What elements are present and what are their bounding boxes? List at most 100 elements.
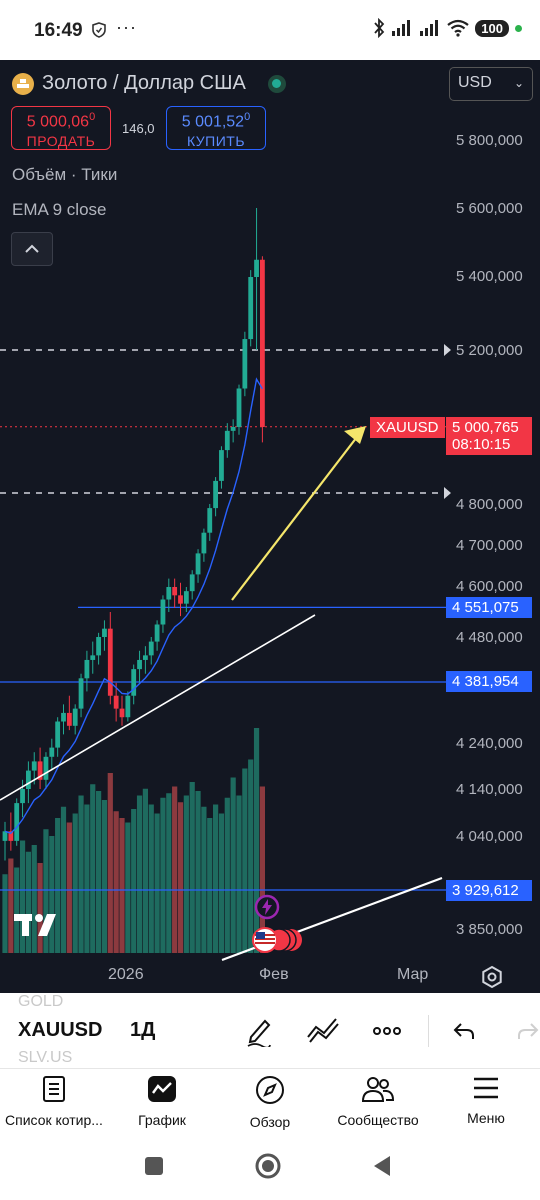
candle-body <box>154 624 160 642</box>
back-button[interactable] <box>372 1154 392 1178</box>
volume-bar <box>201 806 207 953</box>
candle-body <box>102 628 107 637</box>
gold-coin-icon <box>12 72 34 95</box>
symbol-list-next[interactable]: SLV.US <box>18 1049 73 1066</box>
watchlist-icon <box>43 1076 65 1102</box>
us-flag-events-icon[interactable] <box>251 926 307 954</box>
more-options-icon[interactable] <box>372 1015 402 1047</box>
volume-bar <box>259 786 265 953</box>
candle-body <box>113 695 119 709</box>
volume-bar <box>248 759 254 953</box>
market-open-icon <box>267 74 286 93</box>
candle-body <box>84 659 90 679</box>
buy-button[interactable]: 5 001,520 КУПИТЬ <box>166 106 266 150</box>
toolbar-divider <box>428 1015 429 1047</box>
chart-canvas[interactable] <box>0 60 540 993</box>
time-tick: Мар <box>397 966 429 983</box>
nav-watchlist[interactable]: Список котир... <box>0 1075 108 1128</box>
price-tick: 4 240,000 <box>456 735 523 752</box>
candle-body <box>230 427 236 431</box>
volume-bar <box>131 809 137 953</box>
battery-indicator: 100 <box>475 19 509 37</box>
redo-icon[interactable] <box>516 1015 540 1047</box>
shield-icon <box>92 22 106 38</box>
timeframe-selector[interactable]: 1Д <box>130 1019 156 1041</box>
lightning-event-icon[interactable] <box>254 894 280 920</box>
collapse-legend-button[interactable] <box>11 232 53 266</box>
chart-icon <box>148 1076 176 1102</box>
bottom-navigation: Список котир... График Обзор Сообщество … <box>0 1068 540 1138</box>
symbol-list-previous[interactable]: GOLD <box>18 993 64 1010</box>
symbol-title[interactable]: Золото / Доллар США <box>42 72 246 94</box>
volume-bar <box>160 797 166 953</box>
volume-bar <box>55 818 61 953</box>
candle-body <box>178 595 183 604</box>
price-tick: 4 040,000 <box>456 828 523 845</box>
volume-bar <box>224 797 230 953</box>
chart-area[interactable]: Золото / Доллар США USD ⌄ 5 000,060 ПРОД… <box>0 60 540 993</box>
nav-chart[interactable]: График <box>108 1075 216 1128</box>
status-time: 16:49 <box>34 20 83 41</box>
home-button[interactable] <box>254 1152 282 1180</box>
undo-icon[interactable] <box>452 1015 476 1047</box>
volume-bar <box>218 813 225 953</box>
sell-button[interactable]: 5 000,060 ПРОДАТЬ <box>11 106 111 150</box>
candle-body <box>166 587 172 600</box>
currency-select[interactable]: USD ⌄ <box>449 67 533 101</box>
candle-body <box>96 637 101 656</box>
candle-body <box>160 599 166 625</box>
price-tick: 4 800,000 <box>456 496 523 513</box>
candle-body <box>148 641 154 656</box>
privacy-dot <box>515 24 522 32</box>
volume-bar <box>166 793 172 953</box>
volume-bar <box>19 840 26 953</box>
chart-settings-icon[interactable] <box>480 965 504 989</box>
symbol-header[interactable]: Золото / Доллар США <box>12 72 286 95</box>
current-symbol-tag: XAUUSD <box>370 417 445 438</box>
candle-body <box>2 831 8 841</box>
volume-bar <box>2 874 8 953</box>
recent-apps-button[interactable] <box>144 1156 164 1176</box>
system-navigation-bar <box>0 1138 540 1200</box>
volume-bar <box>142 788 148 953</box>
volume-bar <box>154 813 160 953</box>
tradingview-logo-icon <box>14 914 56 936</box>
volume-bar <box>25 851 31 953</box>
nav-overview[interactable]: Обзор <box>216 1075 324 1130</box>
volume-bar <box>66 822 72 953</box>
signal-icon-2 <box>420 20 439 36</box>
volume-bar <box>60 806 67 953</box>
symbol-selector[interactable]: XAUUSD <box>18 1019 103 1041</box>
candle-body <box>143 655 148 660</box>
level-marker-arrow <box>444 344 451 356</box>
volume-bar <box>183 795 189 953</box>
ema-indicator-label[interactable]: EMA 9 close <box>12 200 107 219</box>
volume-bar <box>90 784 96 953</box>
annotation-arrow <box>231 432 361 601</box>
volume-bar <box>253 728 260 953</box>
price-tick: 5 600,000 <box>456 200 523 217</box>
volume-bar <box>195 791 201 953</box>
price-tick: 4 600,000 <box>456 578 523 595</box>
candle-body <box>201 532 207 554</box>
trendline-upper <box>0 614 316 801</box>
indicators-icon[interactable] <box>306 1015 340 1047</box>
candle-body <box>248 277 254 340</box>
volume-bar <box>236 795 242 953</box>
volume-indicator-label[interactable]: Объём · Тики <box>12 165 118 184</box>
sell-label: ПРОДАТЬ <box>26 133 96 150</box>
volume-bar <box>148 804 154 953</box>
candle-body <box>20 789 25 804</box>
nav-community[interactable]: Сообщество <box>324 1075 432 1128</box>
current-price: 5 000,765 <box>452 419 519 436</box>
candle-body <box>189 574 195 592</box>
candle-body <box>224 430 230 451</box>
chevron-up-icon <box>25 244 39 253</box>
candle-body <box>119 708 125 718</box>
volume-bar <box>177 802 184 953</box>
price-tick: 5 200,000 <box>456 342 523 359</box>
buy-price: 5 001,52 <box>181 113 245 131</box>
volume-bar <box>242 768 248 953</box>
drawing-pencil-icon[interactable] <box>245 1015 273 1047</box>
nav-menu[interactable]: Меню <box>432 1075 540 1126</box>
